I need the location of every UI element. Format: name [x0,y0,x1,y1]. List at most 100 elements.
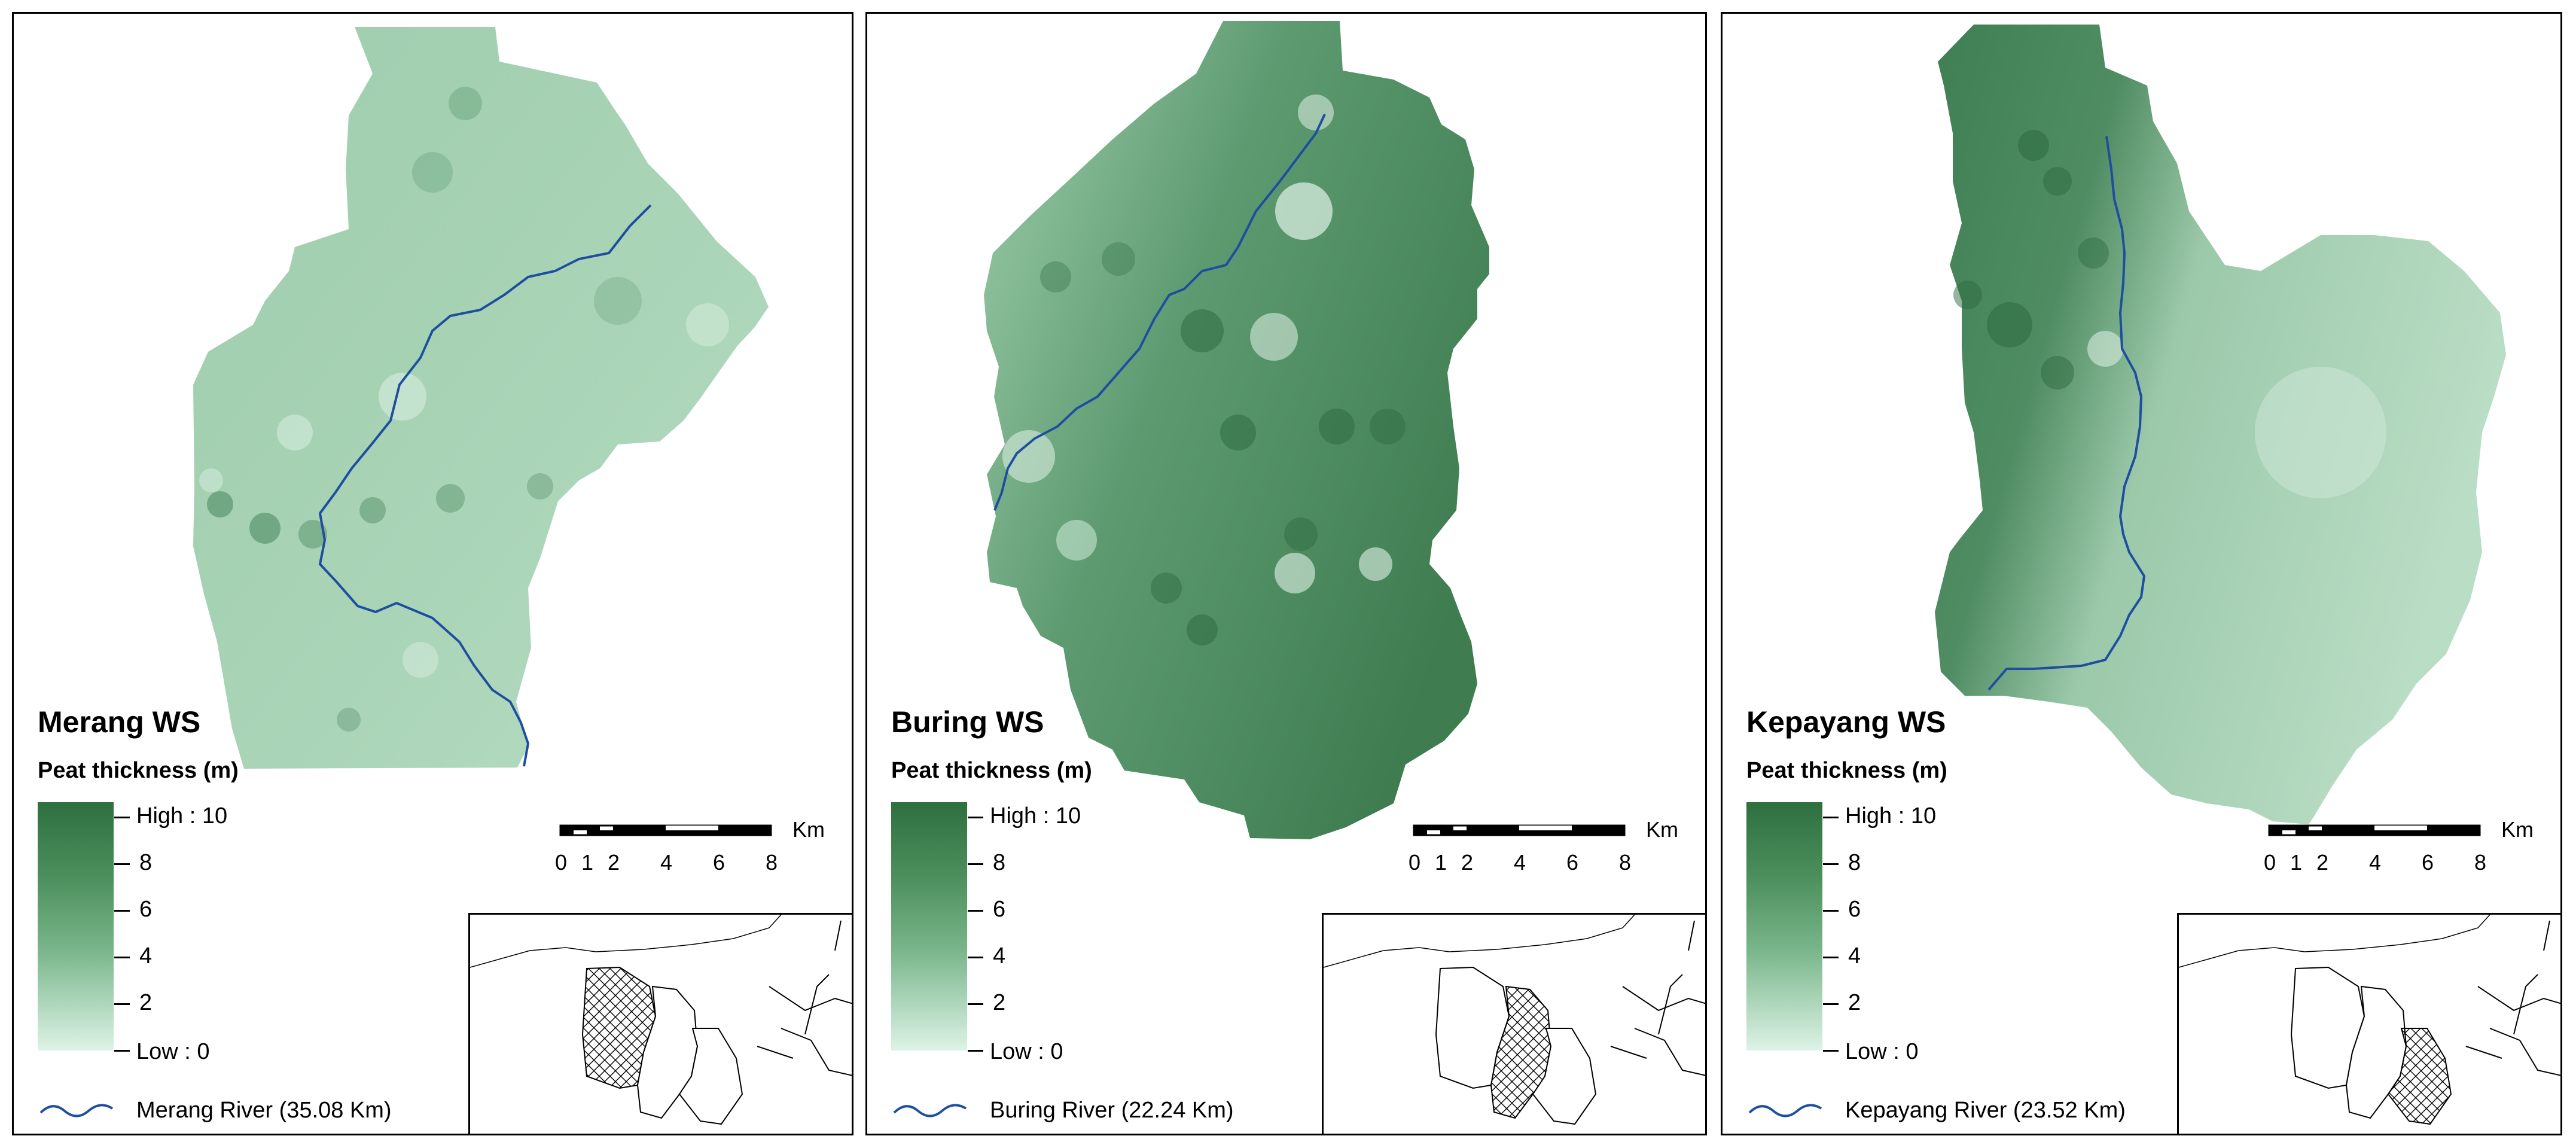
legend-title: Peat thickness (m) [38,758,239,783]
scale-unit: Km [2501,817,2534,842]
color-ramp [891,802,967,1050]
ramp-label: 6 [139,897,153,922]
thickness-hotspots [1002,95,1406,645]
watershed-title: Buring WS [891,705,1044,739]
ramp-tick [1823,957,1839,958]
ramp-tick [968,863,983,865]
ramp-label-low: Low : 0 [1845,1039,1919,1064]
river-swatch-icon [1748,1104,1822,1117]
river-swatch-icon [893,1104,967,1117]
locator-map [1323,914,1705,1125]
ramp-label-high: High : 10 [136,803,228,829]
river-line [318,204,652,767]
locator-inset-map [468,913,852,1134]
scale-tick: 4 [660,850,673,875]
peat-thickness-map [984,21,1489,839]
ramp-label: 4 [139,943,153,969]
ramp-label: 2 [993,990,1006,1015]
river-line [1987,136,2146,691]
ramp-tick [1823,1050,1839,1052]
ramp-tick [968,1003,983,1005]
river-line [993,114,1326,511]
watershed-raster [1935,25,2506,824]
scale-tick: 4 [2369,850,2382,875]
scale-bar [559,824,772,836]
locator-buring [636,985,699,1119]
ramp-label-high: High : 10 [1845,803,1937,829]
scale-tick: 2 [608,850,620,875]
ramp-label: 6 [993,897,1006,922]
ramp-label-high: High : 10 [990,803,1081,829]
scale-tick: 0 [1409,850,1421,875]
ramp-label: 8 [993,850,1006,875]
scale-tick: 0 [555,850,568,875]
ramp-tick [114,957,130,958]
ramp-label-low: Low : 0 [136,1039,210,1064]
color-ramp [38,802,114,1050]
color-ramp [1746,802,1822,1050]
scale-unit: Km [792,817,825,842]
scale-bar [1413,824,1626,836]
ramp-tick [968,910,983,912]
scale-tick: 2 [2316,850,2329,875]
legend-title: Peat thickness (m) [1746,758,1947,783]
scale-tick: 4 [1514,850,1526,875]
scale-tick: 2 [1461,850,1474,875]
locator-map [2178,914,2560,1125]
ramp-label: 4 [993,943,1006,969]
ramp-tick [114,863,130,865]
scale-tick: 1 [2290,850,2303,875]
scale-tick: 8 [766,850,778,875]
ramp-tick [1823,1003,1839,1005]
locator-map [470,914,852,1125]
legend-title: Peat thickness (m) [891,758,1092,783]
locator-inset-map [1322,913,1705,1134]
ramp-label: 2 [139,990,153,1015]
scale-tick: 6 [2422,850,2434,875]
locator-kepayang [1532,1028,1597,1125]
ramp-tick [1823,910,1839,912]
locator-kepayang [678,1028,743,1125]
scale-unit: Km [1646,817,1678,842]
ramp-tick [1823,817,1839,818]
map-panel-merang: Merang WS Peat thickness (m) High : 10 8… [12,12,853,1135]
locator-buring [2345,985,2407,1119]
ramp-label: 2 [1848,990,1861,1015]
river-legend-label: Merang River (35.08 Km) [136,1098,392,1123]
scale-tick: 8 [1619,850,1632,875]
ramp-tick [968,817,983,818]
scale-tick: 6 [713,850,725,875]
scale-bar [2268,824,2481,836]
scale-tick: 1 [581,850,594,875]
ramp-label: 6 [1848,897,1861,922]
map-panel-buring: Buring WS Peat thickness (m) High : 10 8… [865,12,1707,1135]
peat-thickness-map [193,27,769,769]
ramp-tick [1823,863,1839,865]
ramp-label-low: Low : 0 [990,1039,1063,1064]
thickness-hotspots [199,87,729,732]
ramp-label: 4 [1848,943,1861,969]
ramp-tick [968,957,983,958]
scale-tick: 8 [2474,850,2487,875]
locator-kepayang [2387,1028,2452,1125]
ramp-tick [114,1003,130,1005]
scale-tick: 1 [1435,850,1447,875]
scale-tick: 6 [1566,850,1579,875]
thickness-hotspots [1953,130,2386,498]
locator-inset-map [2177,913,2560,1134]
locator-buring [1490,985,1552,1119]
watershed-title: Kepayang WS [1746,705,1946,739]
ramp-label: 8 [139,850,153,875]
watershed-raster [193,27,769,769]
ramp-tick [114,910,130,912]
peat-thickness-map [1935,25,2506,824]
ramp-label: 8 [1848,850,1861,875]
ramp-tick [968,1050,983,1052]
river-swatch-icon [39,1104,114,1117]
ramp-tick [114,1050,130,1052]
river-legend-label: Buring River (22.24 Km) [990,1098,1234,1123]
watershed-title: Merang WS [38,705,201,739]
ramp-tick [114,817,130,818]
scale-tick: 0 [2264,850,2276,875]
river-legend-label: Kepayang River (23.52 Km) [1845,1098,2126,1123]
